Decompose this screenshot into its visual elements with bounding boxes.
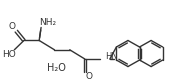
Text: NH₂: NH₂ — [39, 18, 56, 27]
Text: H₂O: H₂O — [47, 63, 66, 73]
Text: HN: HN — [105, 52, 118, 61]
Text: O: O — [9, 22, 16, 31]
Text: HO: HO — [2, 50, 16, 59]
Text: O: O — [85, 72, 92, 81]
